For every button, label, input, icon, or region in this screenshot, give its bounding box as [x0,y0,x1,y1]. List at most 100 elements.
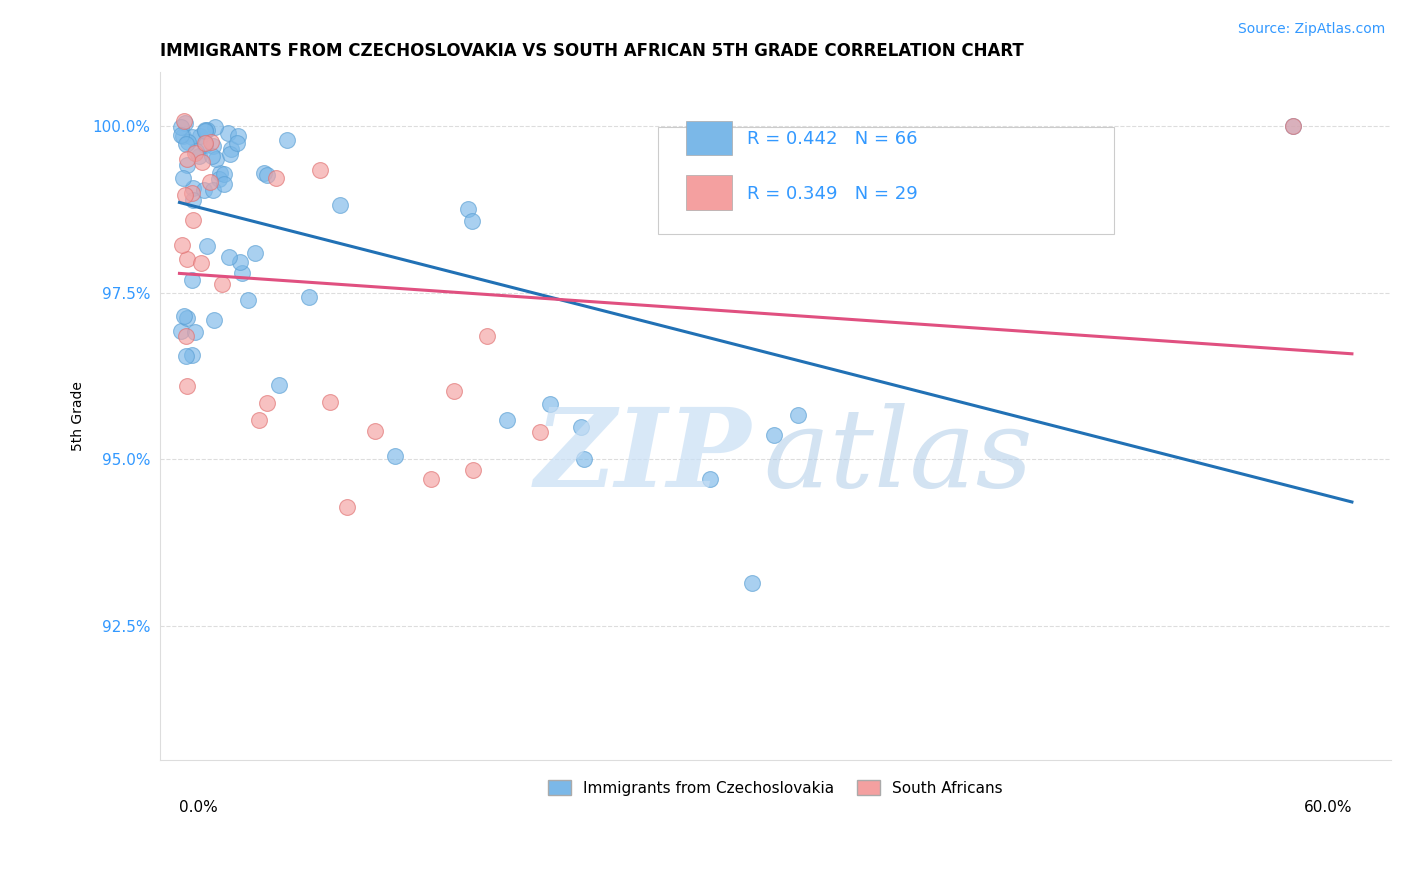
Point [195,239,218,253]
Point [177,135,200,149]
Point [183,326,205,340]
Text: R = 0.442   N = 66: R = 0.442 N = 66 [747,130,918,148]
Point [226,136,249,150]
Point [236,293,259,308]
Point [200,135,222,149]
Point [298,290,321,304]
Point [201,183,224,197]
Point [172,238,194,252]
Point [256,168,278,182]
Point [181,180,204,194]
Text: 60.0%: 60.0% [1303,799,1353,814]
FancyBboxPatch shape [658,128,1114,234]
Point [245,246,267,260]
Point [228,255,250,269]
Point [209,165,232,179]
Point [741,575,763,590]
Point [336,500,359,515]
Text: R = 0.349   N = 29: R = 0.349 N = 29 [747,185,918,203]
Point [364,424,387,438]
Point [1282,119,1305,133]
Bar [686,176,733,210]
Point [191,154,214,169]
Point [269,378,291,392]
Point [477,329,499,343]
Point [173,116,195,130]
Bar [686,120,733,155]
Point [183,213,205,227]
Point [221,142,243,156]
Point [699,472,721,486]
Point [194,136,217,150]
Point [172,171,194,186]
Point [176,252,198,266]
Point [461,463,484,477]
Point [181,273,204,287]
Point [228,128,250,143]
Point [218,147,240,161]
Point [205,152,228,166]
Point [184,145,207,159]
Point [174,137,197,152]
Point [181,186,204,201]
Point [329,198,352,212]
Point [457,202,479,216]
Point [176,311,198,326]
Point [461,214,484,228]
Point [443,384,465,398]
Point [420,472,443,486]
Point [190,256,212,270]
Point [208,172,231,186]
Point [180,348,202,362]
Point [247,413,270,427]
Point [214,177,236,191]
Point [193,183,215,197]
Text: atlas: atlas [763,403,1033,511]
Point [174,329,197,343]
Point [787,409,810,423]
Point [184,145,207,160]
Point [201,149,224,163]
Text: ZIP: ZIP [534,403,751,511]
Text: 0.0%: 0.0% [180,799,218,814]
Point [173,188,195,202]
Point [176,378,198,392]
Point [170,128,193,142]
Point [202,313,225,327]
Point [217,126,239,140]
Point [173,309,195,323]
Point [252,166,274,180]
Point [188,128,211,143]
Point [538,397,561,411]
Point [696,203,718,218]
Point [170,120,193,134]
Point [763,427,786,442]
Point [198,175,221,189]
Point [204,120,226,134]
Point [496,413,519,427]
Point [194,124,217,138]
Point [181,193,204,207]
Point [202,139,225,153]
Point [218,250,240,264]
Point [319,395,342,409]
Y-axis label: 5th Grade: 5th Grade [72,381,86,451]
Point [172,128,194,143]
Point [194,123,217,137]
Point [173,114,195,128]
Point [174,349,197,363]
Point [231,267,253,281]
Point [384,449,406,463]
Point [211,277,233,292]
Point [176,158,198,172]
Point [176,153,198,167]
Point [256,395,278,409]
Point [194,137,217,152]
Point [212,167,235,181]
Point [1282,119,1305,133]
Point [309,162,332,177]
Legend: Immigrants from Czechoslovakia, South Africans: Immigrants from Czechoslovakia, South Af… [540,772,1011,804]
Point [195,122,218,136]
Point [264,170,287,185]
Point [574,452,596,467]
